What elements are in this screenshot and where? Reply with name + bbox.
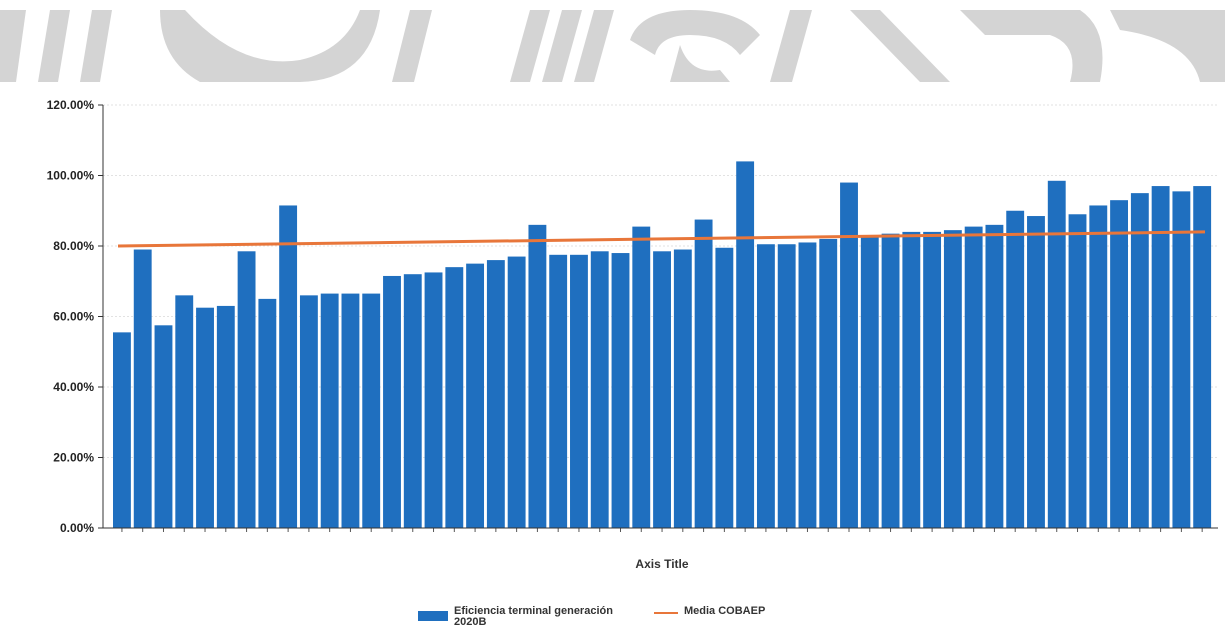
legend-label-bar: Eficiencia terminal generación 2020B <box>454 605 613 628</box>
bar <box>549 254 568 528</box>
bar <box>216 305 235 528</box>
axes: 0.00% 20.00% 40.00% 60.00% 80.00% 100.00% 120.… <box>47 98 1218 535</box>
bar <box>1151 186 1170 528</box>
bar <box>1027 216 1045 529</box>
bar <box>1110 200 1128 528</box>
bar <box>653 251 671 529</box>
decorative-banner-shapes <box>0 0 1225 82</box>
bar <box>424 272 443 528</box>
y-tick-label: 100.00% <box>47 169 95 183</box>
bar <box>673 249 692 528</box>
bar <box>840 182 858 529</box>
bar <box>590 251 609 529</box>
bar <box>798 242 817 528</box>
bar <box>403 274 422 528</box>
y-tick-label: 20.00% <box>53 451 94 465</box>
bar <box>341 293 360 528</box>
bar <box>1089 205 1108 528</box>
bar <box>445 267 464 528</box>
bar <box>777 244 796 529</box>
bar <box>985 224 1004 528</box>
bar <box>154 325 173 528</box>
y-tick-label: 40.00% <box>53 380 94 394</box>
bar <box>528 224 547 528</box>
bar <box>756 244 775 529</box>
bar <box>196 307 214 528</box>
bar <box>964 226 983 529</box>
bar <box>923 231 942 528</box>
y-tick-label: 120.00% <box>47 98 95 112</box>
bar <box>1068 214 1087 528</box>
bar <box>486 260 505 528</box>
bar <box>237 251 256 529</box>
bar <box>570 254 588 528</box>
bar <box>715 247 734 528</box>
legend: Eficiencia terminal generación 2020B Med… <box>418 606 765 632</box>
bar <box>133 249 152 528</box>
bar <box>819 238 838 528</box>
bar <box>258 298 277 529</box>
bar <box>632 226 651 529</box>
bar <box>1006 210 1025 528</box>
bar <box>320 293 339 528</box>
bar <box>1130 193 1149 529</box>
bar <box>902 231 921 528</box>
x-axis-title: Axis Title <box>635 557 688 571</box>
y-tick-label: 60.00% <box>53 310 94 324</box>
bar <box>736 161 755 528</box>
header-banner <box>0 0 1225 82</box>
bar <box>299 295 318 528</box>
y-tick-label: 80.00% <box>53 239 94 253</box>
legend-label-line: Media COBAEP <box>684 605 766 617</box>
bar <box>383 275 401 528</box>
bar <box>466 263 485 529</box>
bar <box>694 219 713 528</box>
bar <box>1047 180 1066 529</box>
legend-item-line: Media COBAEP <box>654 606 765 617</box>
legend-item-bar: Eficiencia terminal generación 2020B <box>418 606 644 628</box>
bar <box>507 256 526 528</box>
bar <box>881 233 900 528</box>
bar <box>175 295 194 528</box>
bars <box>113 161 1212 529</box>
mean-line-layer <box>117 230 1206 248</box>
y-tick-label: 0.00% <box>60 521 94 535</box>
legend-swatch-line <box>654 612 678 614</box>
bar <box>113 332 131 528</box>
bar <box>943 230 962 528</box>
mean-line-series <box>117 230 1206 248</box>
bar <box>860 237 879 528</box>
bar <box>1172 191 1191 529</box>
bar <box>1193 186 1212 528</box>
legend-swatch-bar <box>418 611 448 621</box>
bar <box>611 253 630 529</box>
bar <box>279 205 298 528</box>
bar <box>362 293 381 528</box>
